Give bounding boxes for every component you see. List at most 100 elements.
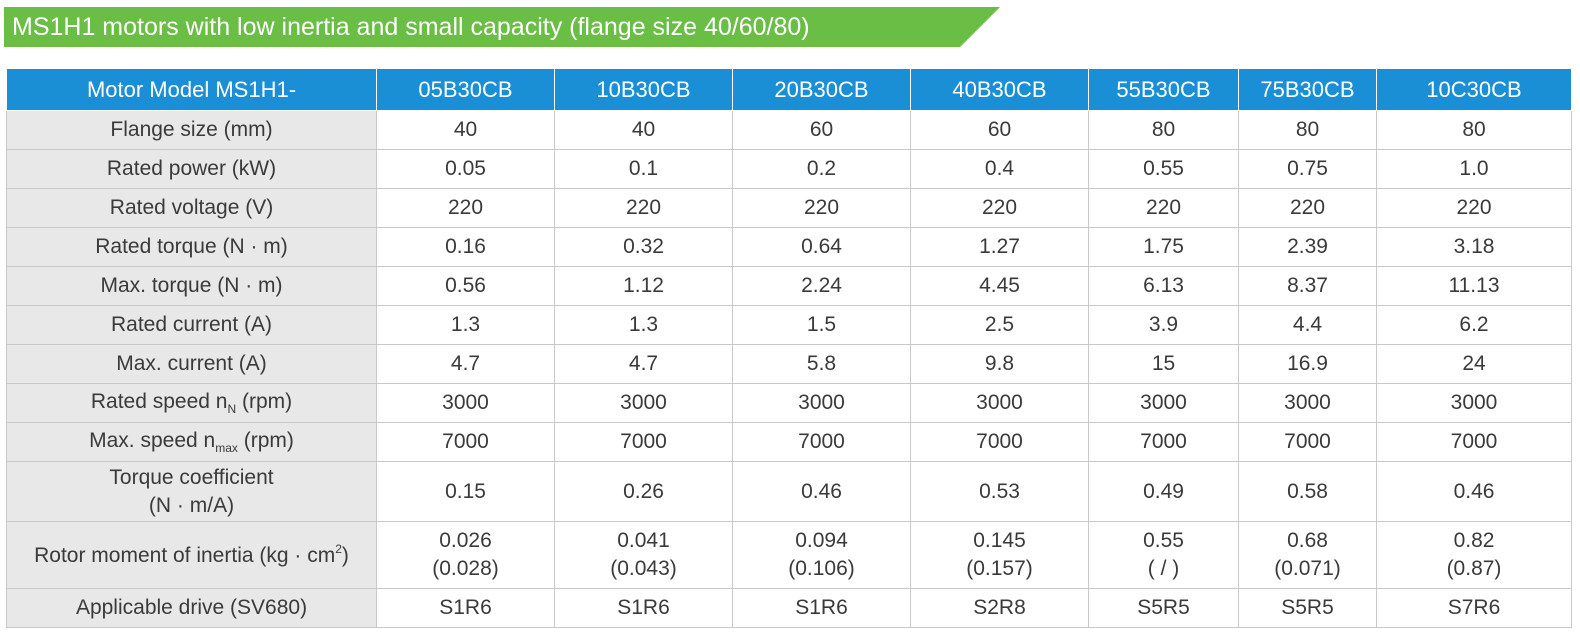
table-cell: 220 xyxy=(554,188,733,228)
table-cell: 0.041 (0.043) xyxy=(554,521,733,589)
table-cell: 3000 xyxy=(376,383,555,423)
table-cell: 7000 xyxy=(1088,422,1239,462)
row-label-subscript: max xyxy=(215,441,238,455)
table-cell: 220 xyxy=(1088,188,1239,228)
table-cell: 1.75 xyxy=(1088,227,1239,267)
row-label-unit: (rpm) xyxy=(236,390,293,413)
table-cell: 220 xyxy=(1376,188,1572,228)
table-cell: 0.68 (0.071) xyxy=(1238,521,1377,589)
table-cell: 0.56 xyxy=(376,266,555,306)
row-label: Rotor moment of inertia (kg · cm2) xyxy=(6,521,377,589)
table-cell: 40 xyxy=(376,110,555,150)
table-cell: 4.7 xyxy=(554,344,733,384)
table-cell: 7000 xyxy=(1376,422,1572,462)
table-cell: 0.49 xyxy=(1088,461,1239,522)
table-cell: 0.2 xyxy=(732,149,911,189)
row-label: Rated voltage (V) xyxy=(6,188,377,228)
table-cell: 2.24 xyxy=(732,266,911,306)
title-banner: MS1H1 motors with low inertia and small … xyxy=(4,7,1000,47)
table-cell: S5R5 xyxy=(1088,588,1239,628)
table-cell: 3.9 xyxy=(1088,305,1239,345)
table-cell: 0.75 xyxy=(1238,149,1377,189)
cell-value: 0.094 xyxy=(795,529,848,552)
row-label: Rated power (kW) xyxy=(6,149,377,189)
cell-value: 0.145 xyxy=(973,529,1026,552)
header-row: Motor Model MS1H1- 05B30CB 10B30CB 20B30… xyxy=(6,69,1572,111)
table-cell: S1R6 xyxy=(732,588,911,628)
table-cell: 0.64 xyxy=(732,227,911,267)
cell-alt-value: (0.028) xyxy=(432,557,499,580)
table-cell: 24 xyxy=(1376,344,1572,384)
cell-alt-value: (0.071) xyxy=(1274,557,1341,580)
cell-value: 0.026 xyxy=(439,529,492,552)
table-cell: 3.18 xyxy=(1376,227,1572,267)
table-cell: 0.026 (0.028) xyxy=(376,521,555,589)
model-header-cell: 55B30CB xyxy=(1088,69,1239,111)
table-cell: 0.1 xyxy=(554,149,733,189)
table-cell: 4.45 xyxy=(910,266,1089,306)
row-label-text: Rotor moment of inertia (kg · cm xyxy=(34,544,336,567)
table-cell: 60 xyxy=(910,110,1089,150)
table-cell: 1.0 xyxy=(1376,149,1572,189)
row-label-unit: (rpm) xyxy=(237,429,294,452)
table-cell: 3000 xyxy=(910,383,1089,423)
table-row: Applicable drive (SV680) S1R6 S1R6 S1R6 … xyxy=(6,588,1572,628)
table-cell: 11.13 xyxy=(1376,266,1572,306)
table-cell: 5.8 xyxy=(732,344,911,384)
table-cell: 7000 xyxy=(1238,422,1377,462)
table-cell: 220 xyxy=(376,188,555,228)
table-cell: 0.32 xyxy=(554,227,733,267)
table-row: Rated torque (N · m) 0.16 0.32 0.64 1.27… xyxy=(6,227,1572,267)
table-cell: 3000 xyxy=(732,383,911,423)
banner-shape xyxy=(4,7,1000,47)
table-cell: S7R6 xyxy=(1376,588,1572,628)
table-row: Rated speed nN (rpm) 3000 3000 3000 3000… xyxy=(6,383,1572,423)
table-cell: 15 xyxy=(1088,344,1239,384)
cell-alt-value: (0.87) xyxy=(1446,557,1502,580)
table-cell: 60 xyxy=(732,110,911,150)
row-label-subscript: N xyxy=(227,402,237,416)
cell-value: 0.82 xyxy=(1453,529,1495,552)
table-cell: S1R6 xyxy=(376,588,555,628)
table-cell: 3000 xyxy=(1238,383,1377,423)
table-cell: 0.4 xyxy=(910,149,1089,189)
row-label-text: Rated speed n xyxy=(90,390,228,413)
table-cell: 0.15 xyxy=(376,461,555,522)
row-label: Rated torque (N · m) xyxy=(6,227,377,267)
row-label: Flange size (mm) xyxy=(6,110,377,150)
cell-value: 0.68 xyxy=(1287,529,1328,552)
table-cell: 220 xyxy=(910,188,1089,228)
table-cell: 0.53 xyxy=(910,461,1089,522)
cell-alt-value: ( / ) xyxy=(1147,557,1180,580)
table-cell: 7000 xyxy=(732,422,911,462)
spec-table: Motor Model MS1H1- 05B30CB 10B30CB 20B30… xyxy=(6,69,1572,628)
table-cell: 3000 xyxy=(1376,383,1572,423)
table-cell: 0.82 (0.87) xyxy=(1376,521,1572,589)
table-cell: 8.37 xyxy=(1238,266,1377,306)
table-cell: 0.55 xyxy=(1088,149,1239,189)
table-cell: 1.12 xyxy=(554,266,733,306)
row-label-superscript: 2 xyxy=(335,542,342,556)
table-row: Rated voltage (V) 220 220 220 220 220 22… xyxy=(6,188,1572,228)
table-cell: 40 xyxy=(554,110,733,150)
table-cell: 6.2 xyxy=(1376,305,1572,345)
table-cell: 7000 xyxy=(910,422,1089,462)
table-cell: 2.5 xyxy=(910,305,1089,345)
model-header-cell: 10C30CB xyxy=(1376,69,1572,111)
table-cell: 2.39 xyxy=(1238,227,1377,267)
table-cell: 4.4 xyxy=(1238,305,1377,345)
table-cell: 9.8 xyxy=(910,344,1089,384)
row-label-line: (N · m/A) xyxy=(148,493,235,517)
table-cell: 80 xyxy=(1088,110,1239,150)
table-cell: 0.46 xyxy=(1376,461,1572,522)
cell-alt-value: (0.106) xyxy=(788,557,855,580)
table-cell: 16.9 xyxy=(1238,344,1377,384)
table-cell: 6.13 xyxy=(1088,266,1239,306)
table-cell: 4.7 xyxy=(376,344,555,384)
table-cell: S5R5 xyxy=(1238,588,1377,628)
model-header-cell: 05B30CB xyxy=(376,69,555,111)
table-cell: 0.16 xyxy=(376,227,555,267)
table-row: Rotor moment of inertia (kg · cm2) 0.026… xyxy=(6,521,1572,589)
row-label: Max. current (A) xyxy=(6,344,377,384)
table-cell: 0.094 (0.106) xyxy=(732,521,911,589)
